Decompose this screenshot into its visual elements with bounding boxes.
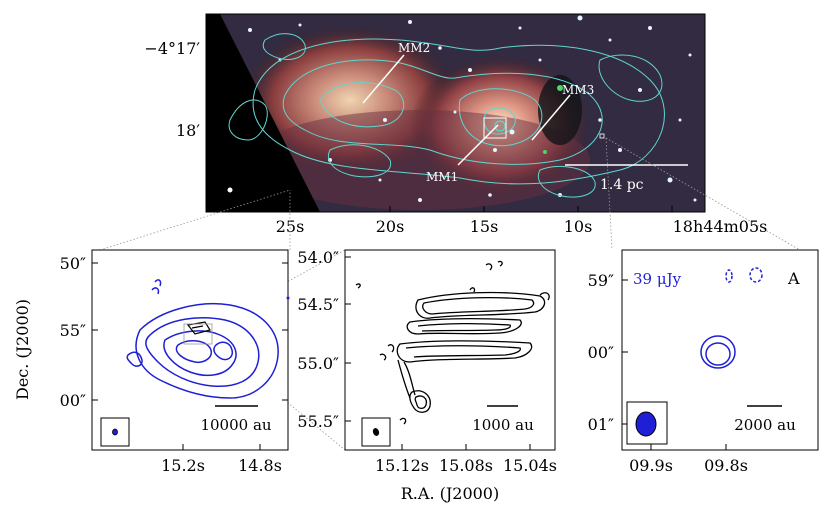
- right-y-tick-0: 59″: [588, 271, 614, 290]
- left-panel-contours: [126, 279, 290, 399]
- noise-label: 39 μJy: [633, 270, 682, 288]
- middle-panel-contours: [355, 260, 550, 425]
- y-axis-label: Dec. (J2000): [13, 299, 32, 400]
- left-beam: [112, 428, 118, 436]
- right-x-tick-0: 09.9s: [629, 456, 673, 475]
- mid-y-tick-3: 55.5″: [297, 412, 339, 431]
- middle-beam: [372, 428, 380, 436]
- right-beam: [635, 411, 657, 437]
- cyan-contours: [228, 33, 665, 198]
- right-panel-ticks: [622, 279, 727, 450]
- mid-x-tick-1: 15.08s: [439, 456, 493, 475]
- top-ra-tick-2: 15s: [470, 217, 499, 236]
- right-y-tick-2: 01″: [588, 415, 614, 434]
- label-mm2: MM2: [398, 41, 430, 55]
- mm1-zoom-box: [483, 117, 507, 139]
- middle-panel-ticks: [345, 256, 531, 450]
- mid-x-tick-0: 15.12s: [375, 456, 429, 475]
- mid-y-tick-0: 54.0″: [297, 248, 339, 267]
- left-y-tick-2: 00″: [60, 391, 86, 410]
- left-panel-frame: [91, 249, 289, 451]
- right-scalebar-label: 2000 au: [734, 416, 796, 434]
- top-ra-tick-4: 18h44m05s: [673, 217, 768, 236]
- label-mm3: MM3: [562, 83, 594, 97]
- top-image-panel: [206, 14, 705, 212]
- left-y-tick-0: 50″: [60, 254, 86, 273]
- top-ticks: [206, 47, 673, 212]
- mm1-pointer: [457, 124, 499, 166]
- mid-y-tick-1: 54.5″: [297, 295, 339, 314]
- top-dec-tick-1: 18′: [176, 121, 200, 140]
- left-x-tick-0: 15.2s: [161, 456, 205, 475]
- middle-scalebar-label: 1000 au: [472, 416, 534, 434]
- top-scalebar-label: 1.4 pc: [600, 177, 644, 193]
- mm2-pointer: [362, 54, 405, 104]
- left-y-tick-1: 55″: [60, 321, 86, 340]
- right-x-tick-1: 09.8s: [704, 456, 748, 475]
- mm3-pointer: [531, 94, 571, 141]
- right-y-tick-1: 00″: [588, 343, 614, 362]
- left-panel-black-contours: [186, 321, 211, 335]
- middle-beam-box: [361, 417, 391, 447]
- mid-x-tick-2: 15.04s: [503, 456, 557, 475]
- left-panel-ticks: [92, 262, 288, 450]
- top-dec-tick-0: −4°17′: [144, 39, 200, 58]
- top-ra-tick-1: 20s: [376, 217, 405, 236]
- mid-y-tick-2: 55.0″: [297, 354, 339, 373]
- panel-letter: A: [787, 269, 800, 288]
- label-mm1: MM1: [426, 170, 458, 184]
- x-axis-label: R.A. (J2000): [401, 484, 499, 503]
- right-panel-contours: [700, 267, 763, 369]
- top-ra-tick-3: 10s: [564, 217, 593, 236]
- left-scalebar-label: 10000 au: [200, 416, 271, 434]
- masked-region: [206, 14, 320, 212]
- left-x-tick-1: 14.8s: [238, 456, 282, 475]
- top-ra-tick-0: 25s: [276, 217, 305, 236]
